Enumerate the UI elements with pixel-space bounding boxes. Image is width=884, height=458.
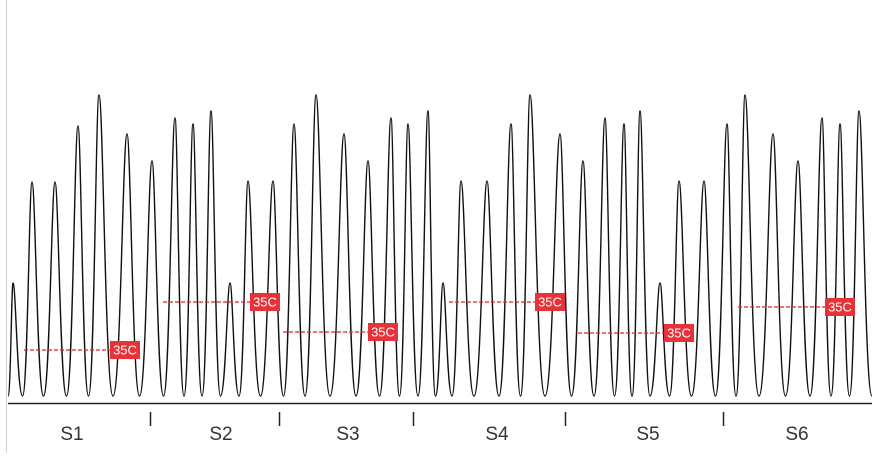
threshold-badge bbox=[535, 293, 565, 311]
threshold-badge bbox=[664, 324, 694, 342]
segment-label: S6 bbox=[785, 424, 808, 445]
segment-label: S1 bbox=[60, 424, 83, 445]
threshold-badge bbox=[110, 341, 140, 359]
waveform bbox=[7, 94, 873, 397]
threshold-badge bbox=[825, 298, 855, 316]
segment-label: S5 bbox=[636, 424, 659, 445]
threshold-label: 35C bbox=[538, 294, 562, 309]
threshold-badge bbox=[250, 293, 280, 311]
segment-label: S3 bbox=[336, 424, 359, 445]
threshold-label: 35C bbox=[253, 294, 277, 309]
segment-label: S4 bbox=[485, 424, 509, 445]
segment-label: S2 bbox=[209, 424, 232, 445]
threshold-label: 35C bbox=[828, 299, 852, 314]
threshold-label: 35C bbox=[371, 324, 395, 339]
threshold-label: 35C bbox=[667, 325, 691, 340]
threshold-label: 35C bbox=[113, 342, 137, 357]
threshold-badge bbox=[368, 323, 398, 341]
segments: S1 35C S2 35C S3 35C S4 35C S5 35C S6 35C bbox=[24, 293, 855, 445]
trace-line bbox=[7, 94, 873, 397]
